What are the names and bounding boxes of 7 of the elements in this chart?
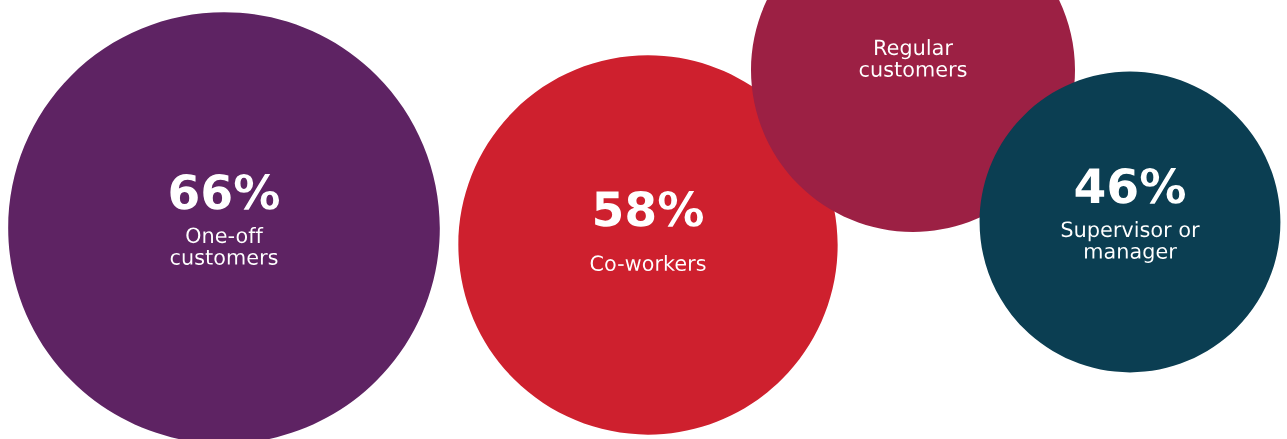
- category-label: Regular customers: [859, 39, 967, 77]
- data-label: 58%: [595, 190, 704, 227]
- data-label: 46%: [1075, 167, 1186, 204]
- data-label: 66%: [170, 173, 280, 210]
- category-label: Co-workers: [590, 254, 706, 272]
- category-label: Supervisor or manager: [1061, 221, 1200, 263]
- category-label: One-off customers: [170, 227, 278, 265]
